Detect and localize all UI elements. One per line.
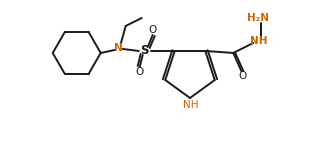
Text: O: O bbox=[136, 67, 144, 77]
Text: NH: NH bbox=[183, 100, 199, 110]
Text: N: N bbox=[114, 43, 123, 53]
Text: O: O bbox=[149, 25, 157, 35]
Text: S: S bbox=[141, 44, 149, 57]
Text: NH: NH bbox=[249, 36, 267, 46]
Text: O: O bbox=[238, 71, 246, 81]
Text: H₂N: H₂N bbox=[247, 13, 269, 23]
